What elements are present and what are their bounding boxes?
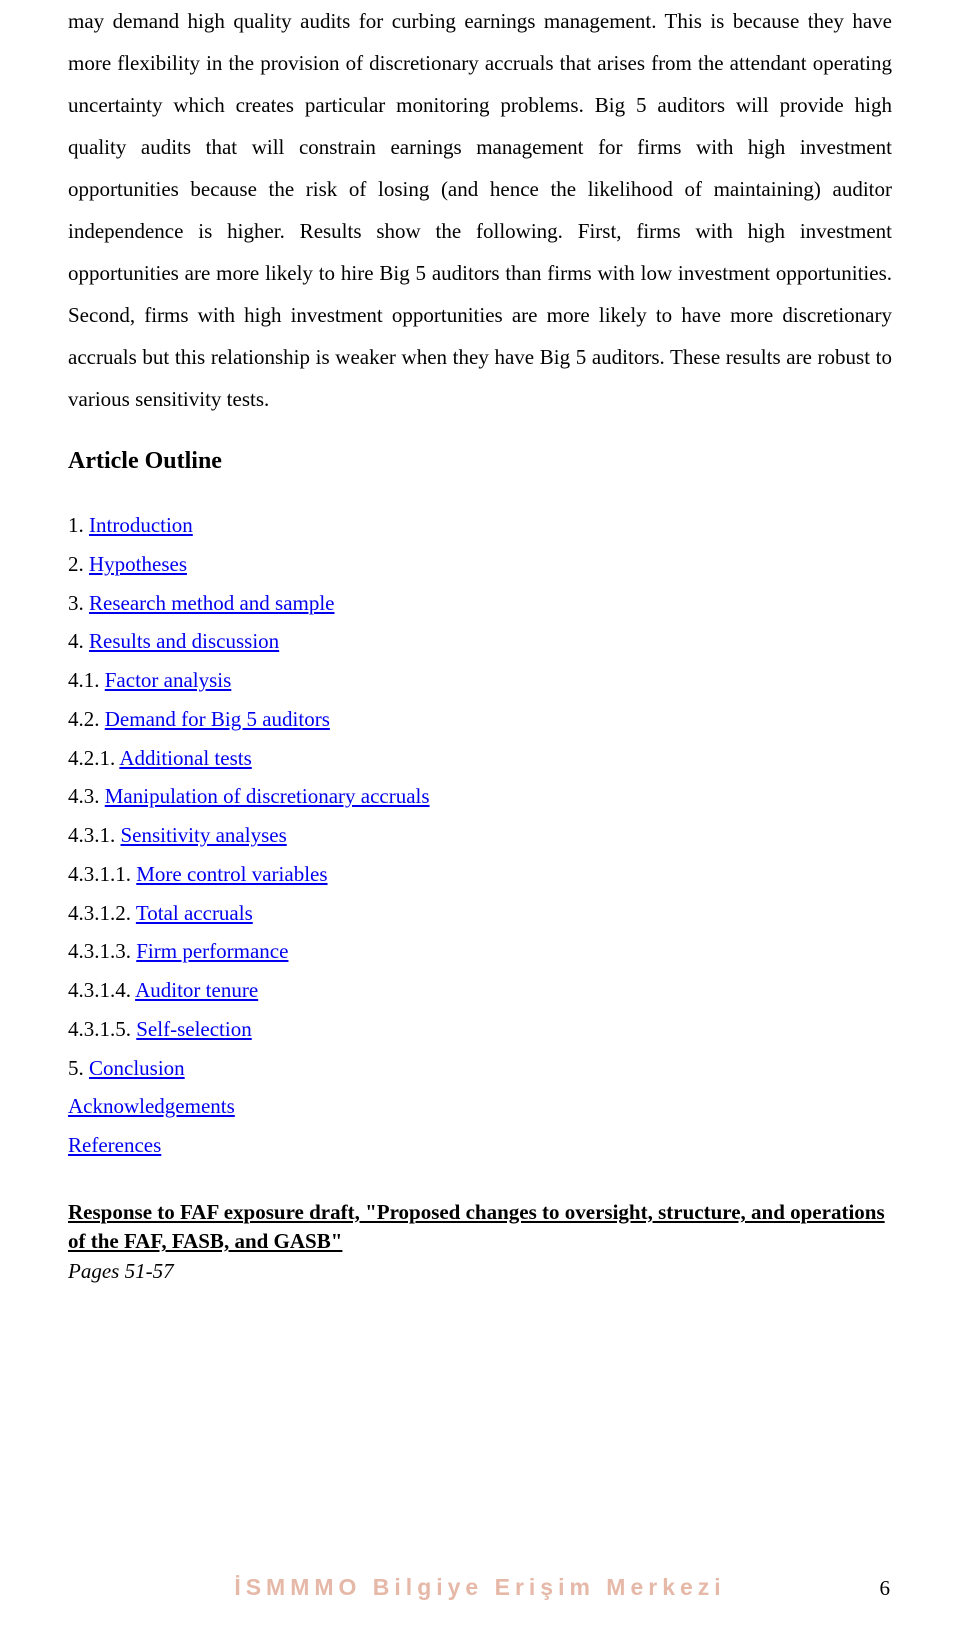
- outline-item: 2. Hypotheses: [68, 546, 892, 583]
- outline-item-number: 3.: [68, 591, 89, 615]
- outline-item: 4.2. Demand for Big 5 auditors: [68, 701, 892, 738]
- outline-item: 1. Introduction: [68, 507, 892, 544]
- outline-item-link[interactable]: Total accruals: [136, 901, 253, 925]
- pages-label: Pages 51-57: [68, 1259, 892, 1284]
- next-article-title[interactable]: Response to FAF exposure draft, "Propose…: [68, 1198, 892, 1257]
- outline-item-link[interactable]: Factor analysis: [105, 668, 232, 692]
- outline-item: 4.3.1. Sensitivity analyses: [68, 817, 892, 854]
- outline-item-number: 5.: [68, 1056, 89, 1080]
- outline-item-link[interactable]: More control variables: [136, 862, 327, 886]
- outline-item-link[interactable]: Acknowledgements: [68, 1094, 235, 1118]
- page-number: 6: [880, 1576, 891, 1601]
- outline-item-link[interactable]: Firm performance: [136, 939, 288, 963]
- article-outline: 1. Introduction2. Hypotheses3. Research …: [68, 507, 892, 1164]
- outline-item-number: 4.1.: [68, 668, 105, 692]
- outline-heading: Article Outline: [68, 448, 892, 475]
- outline-item-number: 1.: [68, 513, 89, 537]
- outline-item-link[interactable]: Research method and sample: [89, 591, 335, 615]
- outline-item-number: 4.2.: [68, 707, 105, 731]
- outline-item: 4.1. Factor analysis: [68, 662, 892, 699]
- outline-item-link[interactable]: Sensitivity analyses: [121, 823, 287, 847]
- outline-item: 4.3.1.5. Self-selection: [68, 1011, 892, 1048]
- outline-item-link[interactable]: References: [68, 1133, 161, 1157]
- outline-item-link[interactable]: Conclusion: [89, 1056, 185, 1080]
- outline-item: 4.3. Manipulation of discretionary accru…: [68, 778, 892, 815]
- outline-item-link[interactable]: Self-selection: [136, 1017, 251, 1041]
- outline-item-link[interactable]: Manipulation of discretionary accruals: [105, 784, 430, 808]
- outline-item: 4.2.1. Additional tests: [68, 740, 892, 777]
- outline-item-link[interactable]: Results and discussion: [89, 629, 279, 653]
- outline-item: 4. Results and discussion: [68, 623, 892, 660]
- outline-item-link[interactable]: Additional tests: [119, 746, 251, 770]
- footer: İSMMMO Bilgiye Erişim Merkezi: [0, 1574, 960, 1601]
- outline-item-number: 4.2.1.: [68, 746, 119, 770]
- outline-item-link[interactable]: Demand for Big 5 auditors: [105, 707, 330, 731]
- outline-item-number: 4.: [68, 629, 89, 653]
- outline-item-link[interactable]: Hypotheses: [89, 552, 187, 576]
- outline-item-link[interactable]: Auditor tenure: [135, 978, 258, 1002]
- outline-item-number: 2.: [68, 552, 89, 576]
- outline-item: References: [68, 1127, 892, 1164]
- outline-item-number: 4.3.: [68, 784, 105, 808]
- outline-item: 3. Research method and sample: [68, 585, 892, 622]
- outline-item-number: 4.3.1.4.: [68, 978, 135, 1002]
- outline-item: 4.3.1.1. More control variables: [68, 856, 892, 893]
- outline-item: 4.3.1.2. Total accruals: [68, 895, 892, 932]
- outline-item-number: 4.3.1.5.: [68, 1017, 136, 1041]
- body-paragraph: may demand high quality audits for curbi…: [68, 0, 892, 420]
- outline-item-link[interactable]: Introduction: [89, 513, 193, 537]
- footer-watermark: İSMMMO Bilgiye Erişim Merkezi: [234, 1574, 725, 1600]
- outline-item-number: 4.3.1.: [68, 823, 121, 847]
- outline-item: 5. Conclusion: [68, 1050, 892, 1087]
- outline-item: 4.3.1.3. Firm performance: [68, 933, 892, 970]
- outline-item-number: 4.3.1.2.: [68, 901, 136, 925]
- outline-item: 4.3.1.4. Auditor tenure: [68, 972, 892, 1009]
- outline-item-number: 4.3.1.3.: [68, 939, 136, 963]
- outline-item: Acknowledgements: [68, 1088, 892, 1125]
- outline-item-number: 4.3.1.1.: [68, 862, 136, 886]
